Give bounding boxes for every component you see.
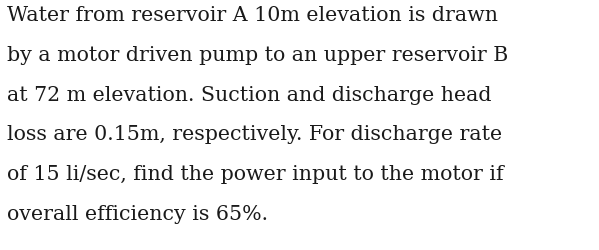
Text: Water from reservoir A 10m elevation is drawn: Water from reservoir A 10m elevation is … [7, 6, 498, 25]
Text: loss are 0.15m, respectively. For discharge rate: loss are 0.15m, respectively. For discha… [7, 125, 503, 144]
Text: overall efficiency is 65%.: overall efficiency is 65%. [7, 204, 268, 223]
Text: of 15 li/sec, find the power input to the motor if: of 15 li/sec, find the power input to th… [7, 164, 504, 183]
Text: by a motor driven pump to an upper reservoir B: by a motor driven pump to an upper reser… [7, 46, 509, 65]
Text: at 72 m elevation. Suction and discharge head: at 72 m elevation. Suction and discharge… [7, 85, 492, 104]
